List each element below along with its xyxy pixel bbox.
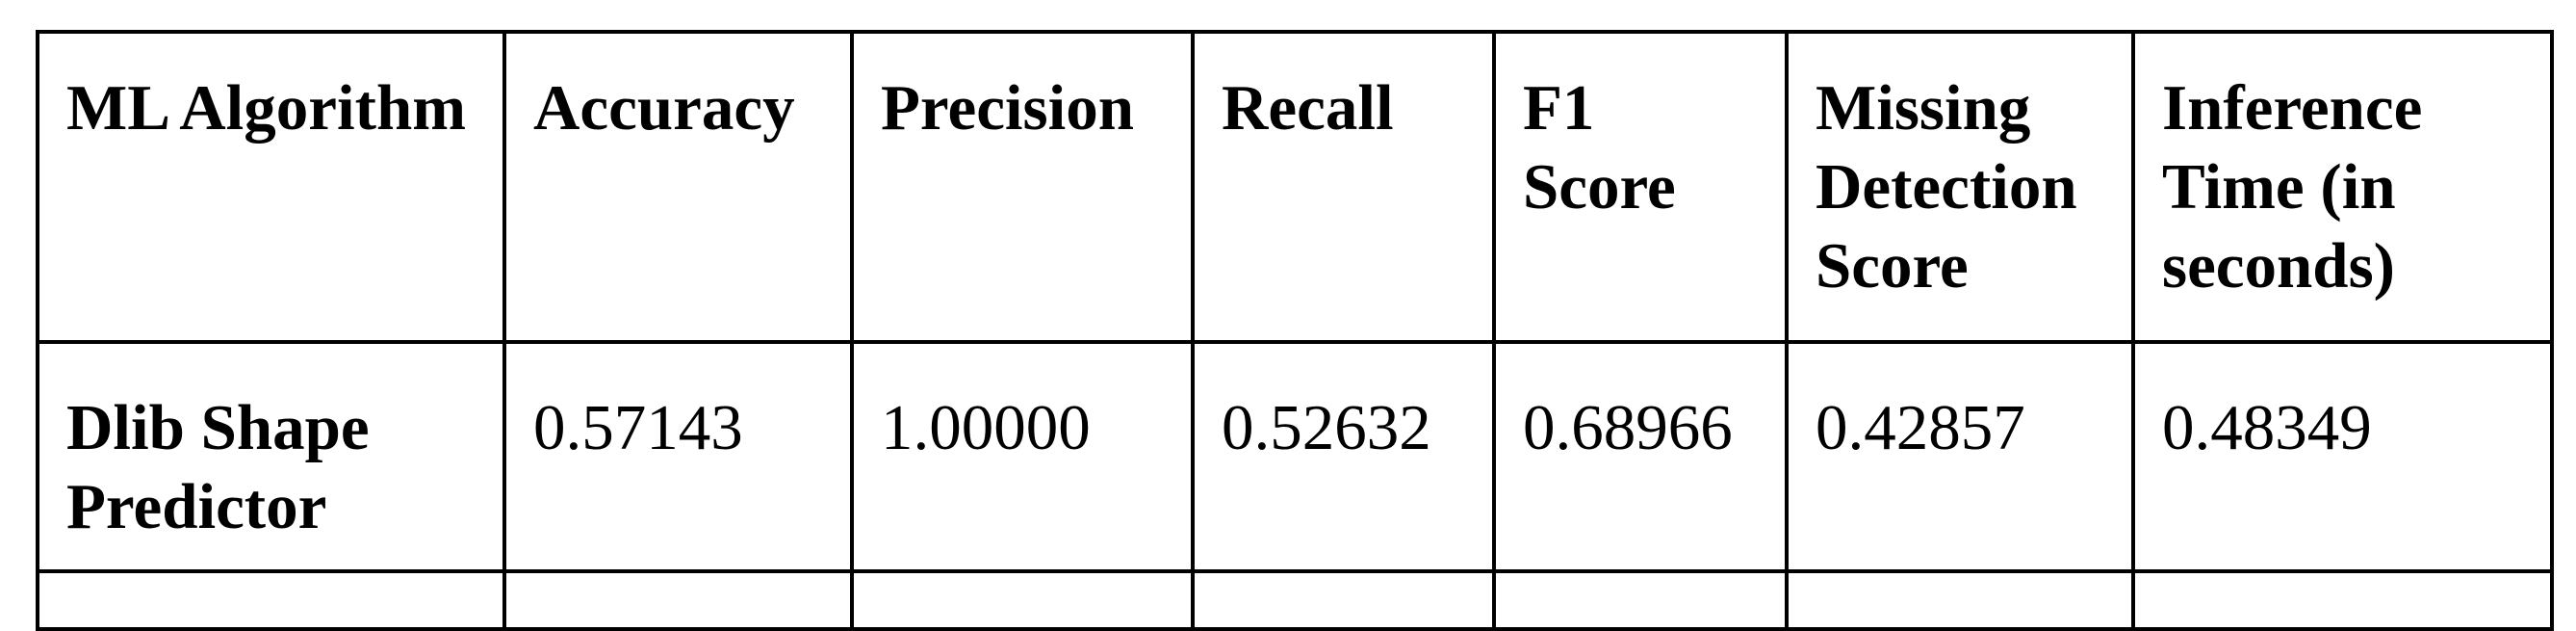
empty-cell: [1785, 569, 2135, 631]
table-row-cut-off: [36, 569, 2554, 631]
cell-accuracy: 0.57143: [502, 340, 854, 573]
header-recall: Recall: [1191, 30, 1496, 344]
cell-recall: 0.52632: [1191, 340, 1496, 573]
results-table-container: ML Algorithm Accuracy Precision Recall F…: [36, 30, 2554, 631]
empty-cell: [1492, 569, 1789, 631]
header-accuracy: Accuracy: [502, 30, 854, 344]
cell-precision: 1.00000: [850, 340, 1195, 573]
header-inference-time: Inference Time (in seconds): [2131, 30, 2554, 344]
table-header-row: ML Algorithm Accuracy Precision Recall F…: [36, 30, 2554, 344]
empty-cell: [36, 569, 506, 631]
cell-missing-detection-score: 0.42857: [1785, 340, 2135, 573]
header-precision: Precision: [850, 30, 1195, 344]
cell-f1-score: 0.68966: [1492, 340, 1789, 573]
empty-cell: [1191, 569, 1496, 631]
row-label: Dlib Shape Predictor: [36, 340, 506, 573]
empty-cell: [502, 569, 854, 631]
empty-cell: [850, 569, 1195, 631]
results-table: ML Algorithm Accuracy Precision Recall F…: [36, 30, 2554, 631]
header-f1-score: F1 Score: [1492, 30, 1789, 344]
empty-cell: [2131, 569, 2554, 631]
header-missing-detection-score: Missing Detection Score: [1785, 30, 2135, 344]
table-row: Dlib Shape Predictor 0.57143 1.00000 0.5…: [36, 340, 2554, 573]
header-ml-algorithm: ML Algorithm: [36, 30, 506, 344]
cell-inference-time: 0.48349: [2131, 340, 2554, 573]
